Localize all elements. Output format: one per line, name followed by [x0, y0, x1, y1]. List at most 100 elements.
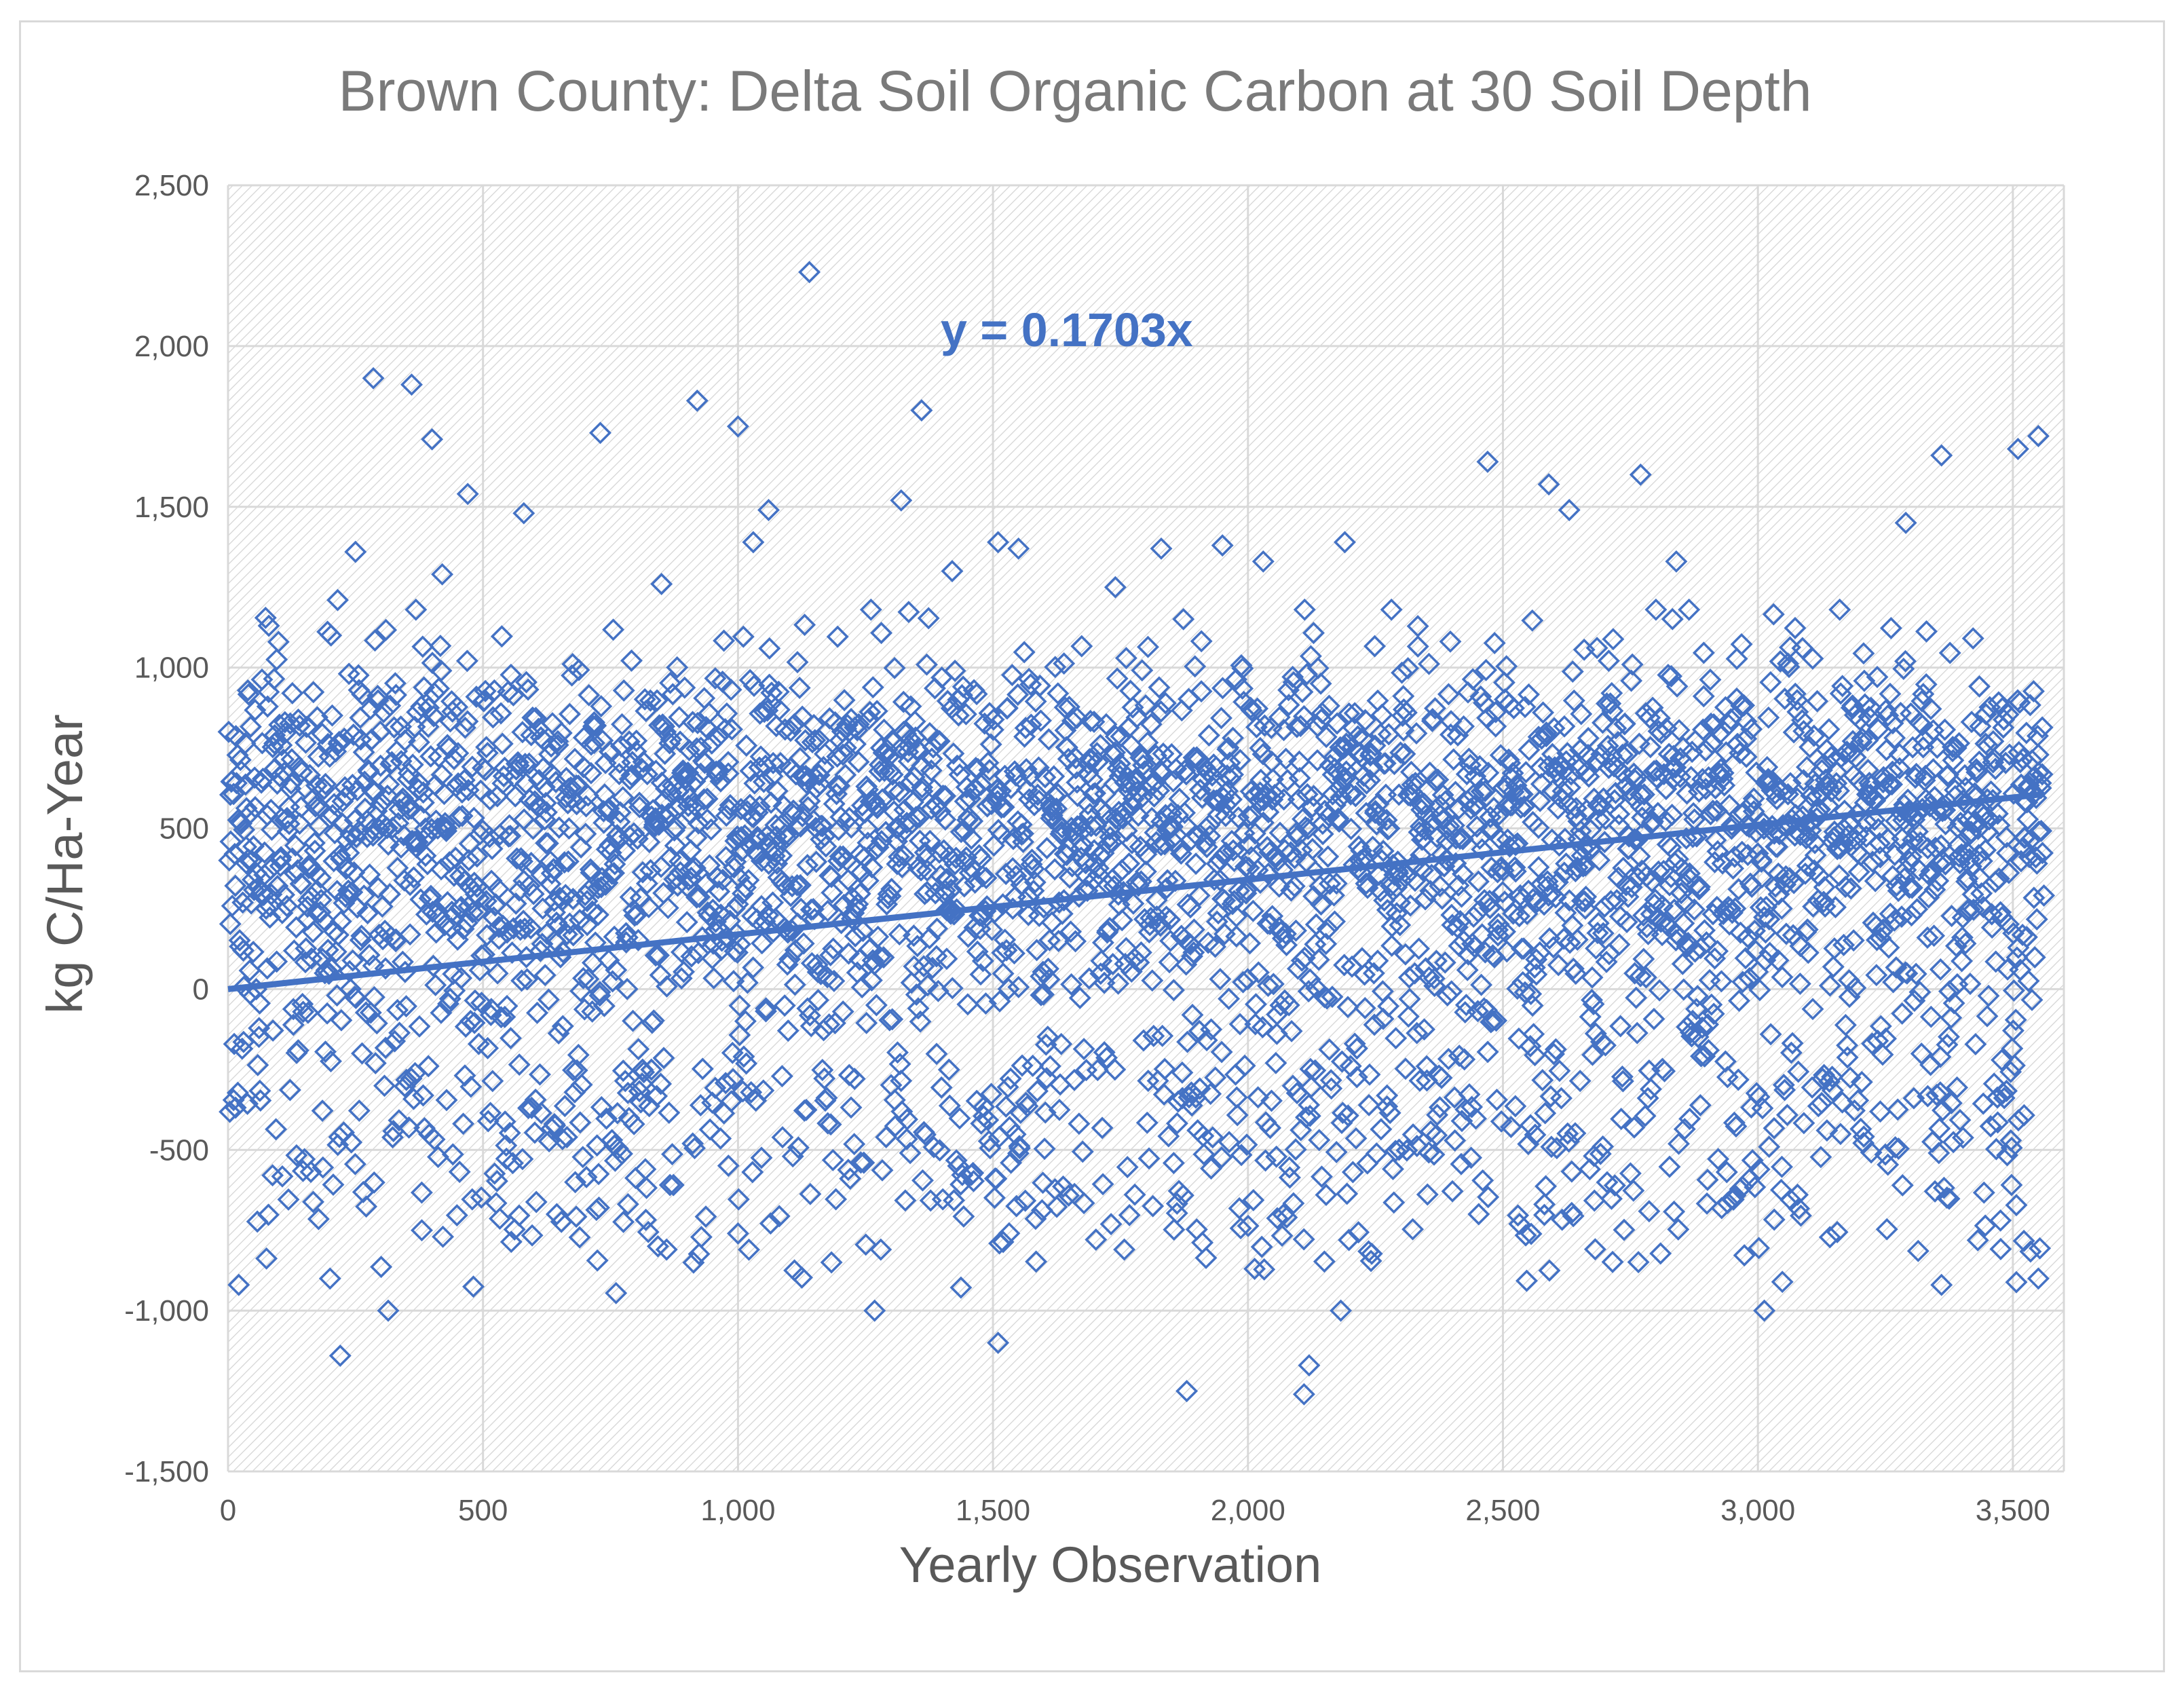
- data-point: [1661, 756, 1684, 779]
- data-point: [1951, 1126, 1974, 1149]
- data-point: [1152, 742, 1175, 765]
- data-point: [637, 896, 660, 918]
- data-point: [565, 774, 588, 797]
- data-point: [1694, 777, 1717, 800]
- data-point: [1059, 920, 1082, 943]
- data-point: [1803, 724, 1826, 747]
- data-point: [1004, 865, 1028, 888]
- data-point: [1353, 963, 1376, 986]
- data-point: [693, 751, 716, 774]
- data-point: [1627, 1251, 1650, 1274]
- data-point: [909, 1010, 932, 1033]
- data-point: [1771, 966, 1794, 989]
- data-point: [1889, 702, 1912, 724]
- data-point: [435, 816, 458, 840]
- data-point: [377, 833, 400, 856]
- data-point: [1831, 675, 1854, 698]
- data-point: [728, 933, 751, 956]
- data-point: [271, 901, 294, 924]
- data-point: [1104, 725, 1127, 748]
- data-point: [1378, 817, 1401, 840]
- data-point: [1334, 531, 1356, 554]
- data-point: [1058, 866, 1081, 889]
- data-point: [590, 876, 613, 899]
- data-point: [1072, 819, 1095, 842]
- data-point: [721, 1068, 745, 1091]
- data-point: [738, 669, 761, 692]
- data-point: [745, 842, 768, 865]
- data-point: [2033, 884, 2056, 907]
- data-point: [2020, 988, 2044, 1011]
- data-point: [1531, 1069, 1554, 1091]
- data-point: [659, 671, 682, 694]
- data-point: [1405, 722, 1428, 745]
- data-point: [2023, 782, 2046, 805]
- data-point: [397, 762, 420, 785]
- data-point: [1792, 719, 1815, 742]
- data-point: [1084, 782, 1107, 805]
- data-point: [1754, 895, 1777, 918]
- data-point: [1583, 1189, 1606, 1212]
- data-point: [654, 720, 677, 743]
- data-point: [1471, 1169, 1494, 1192]
- data-point: [1822, 956, 1845, 978]
- data-point: [714, 1072, 737, 1095]
- data-point: [553, 1095, 576, 1118]
- data-point: [821, 881, 844, 904]
- data-point: [570, 1073, 593, 1096]
- data-point: [627, 1038, 650, 1061]
- data-point: [2031, 842, 2054, 865]
- data-point: [513, 917, 536, 940]
- data-point: [1850, 730, 1873, 753]
- data-point: [1211, 534, 1234, 557]
- data-point: [261, 1019, 284, 1042]
- data-point: [1972, 1181, 1995, 1204]
- data-point: [520, 852, 543, 874]
- data-point: [903, 955, 926, 978]
- data-point: [578, 879, 601, 902]
- data-point: [1025, 939, 1049, 962]
- data-point: [244, 698, 267, 721]
- data-point: [1825, 772, 1848, 795]
- y-tick-label: -1,500: [124, 1455, 209, 1488]
- data-point: [1325, 872, 1348, 895]
- data-point: [1429, 1096, 1451, 1118]
- data-point: [1380, 934, 1404, 957]
- data-point: [362, 824, 385, 847]
- data-point: [1977, 984, 2000, 1007]
- data-point: [802, 713, 825, 736]
- data-point: [1448, 827, 1471, 850]
- data-point: [318, 745, 341, 768]
- data-point: [1558, 1130, 1580, 1153]
- data-point: [1914, 764, 1937, 787]
- data-point: [1626, 866, 1649, 889]
- data-point: [578, 683, 601, 707]
- data-point: [1220, 788, 1243, 811]
- data-point: [1771, 1155, 1793, 1178]
- data-point: [1293, 598, 1316, 621]
- data-point: [1222, 763, 1245, 786]
- data-point: [424, 973, 447, 996]
- data-point: [941, 977, 964, 1000]
- data-point: [1112, 880, 1135, 903]
- data-point: [1047, 930, 1070, 952]
- data-point: [253, 863, 276, 886]
- data-point: [493, 1110, 516, 1133]
- data-point: [980, 1083, 1003, 1106]
- data-point: [1465, 1107, 1488, 1130]
- data-point: [1015, 757, 1038, 781]
- data-point: [568, 1226, 591, 1249]
- data-point: [501, 941, 524, 964]
- data-point: [1993, 709, 2016, 731]
- data-point: [700, 818, 723, 841]
- data-point: [1151, 761, 1174, 784]
- data-point: [447, 772, 470, 795]
- data-point: [911, 780, 934, 803]
- data-point: [1746, 842, 1769, 865]
- data-point: [1251, 550, 1275, 573]
- data-point: [1678, 1108, 1701, 1130]
- data-point: [1688, 876, 1711, 899]
- data-point: [1249, 736, 1272, 759]
- data-point: [1419, 880, 1442, 903]
- data-point: [540, 735, 563, 758]
